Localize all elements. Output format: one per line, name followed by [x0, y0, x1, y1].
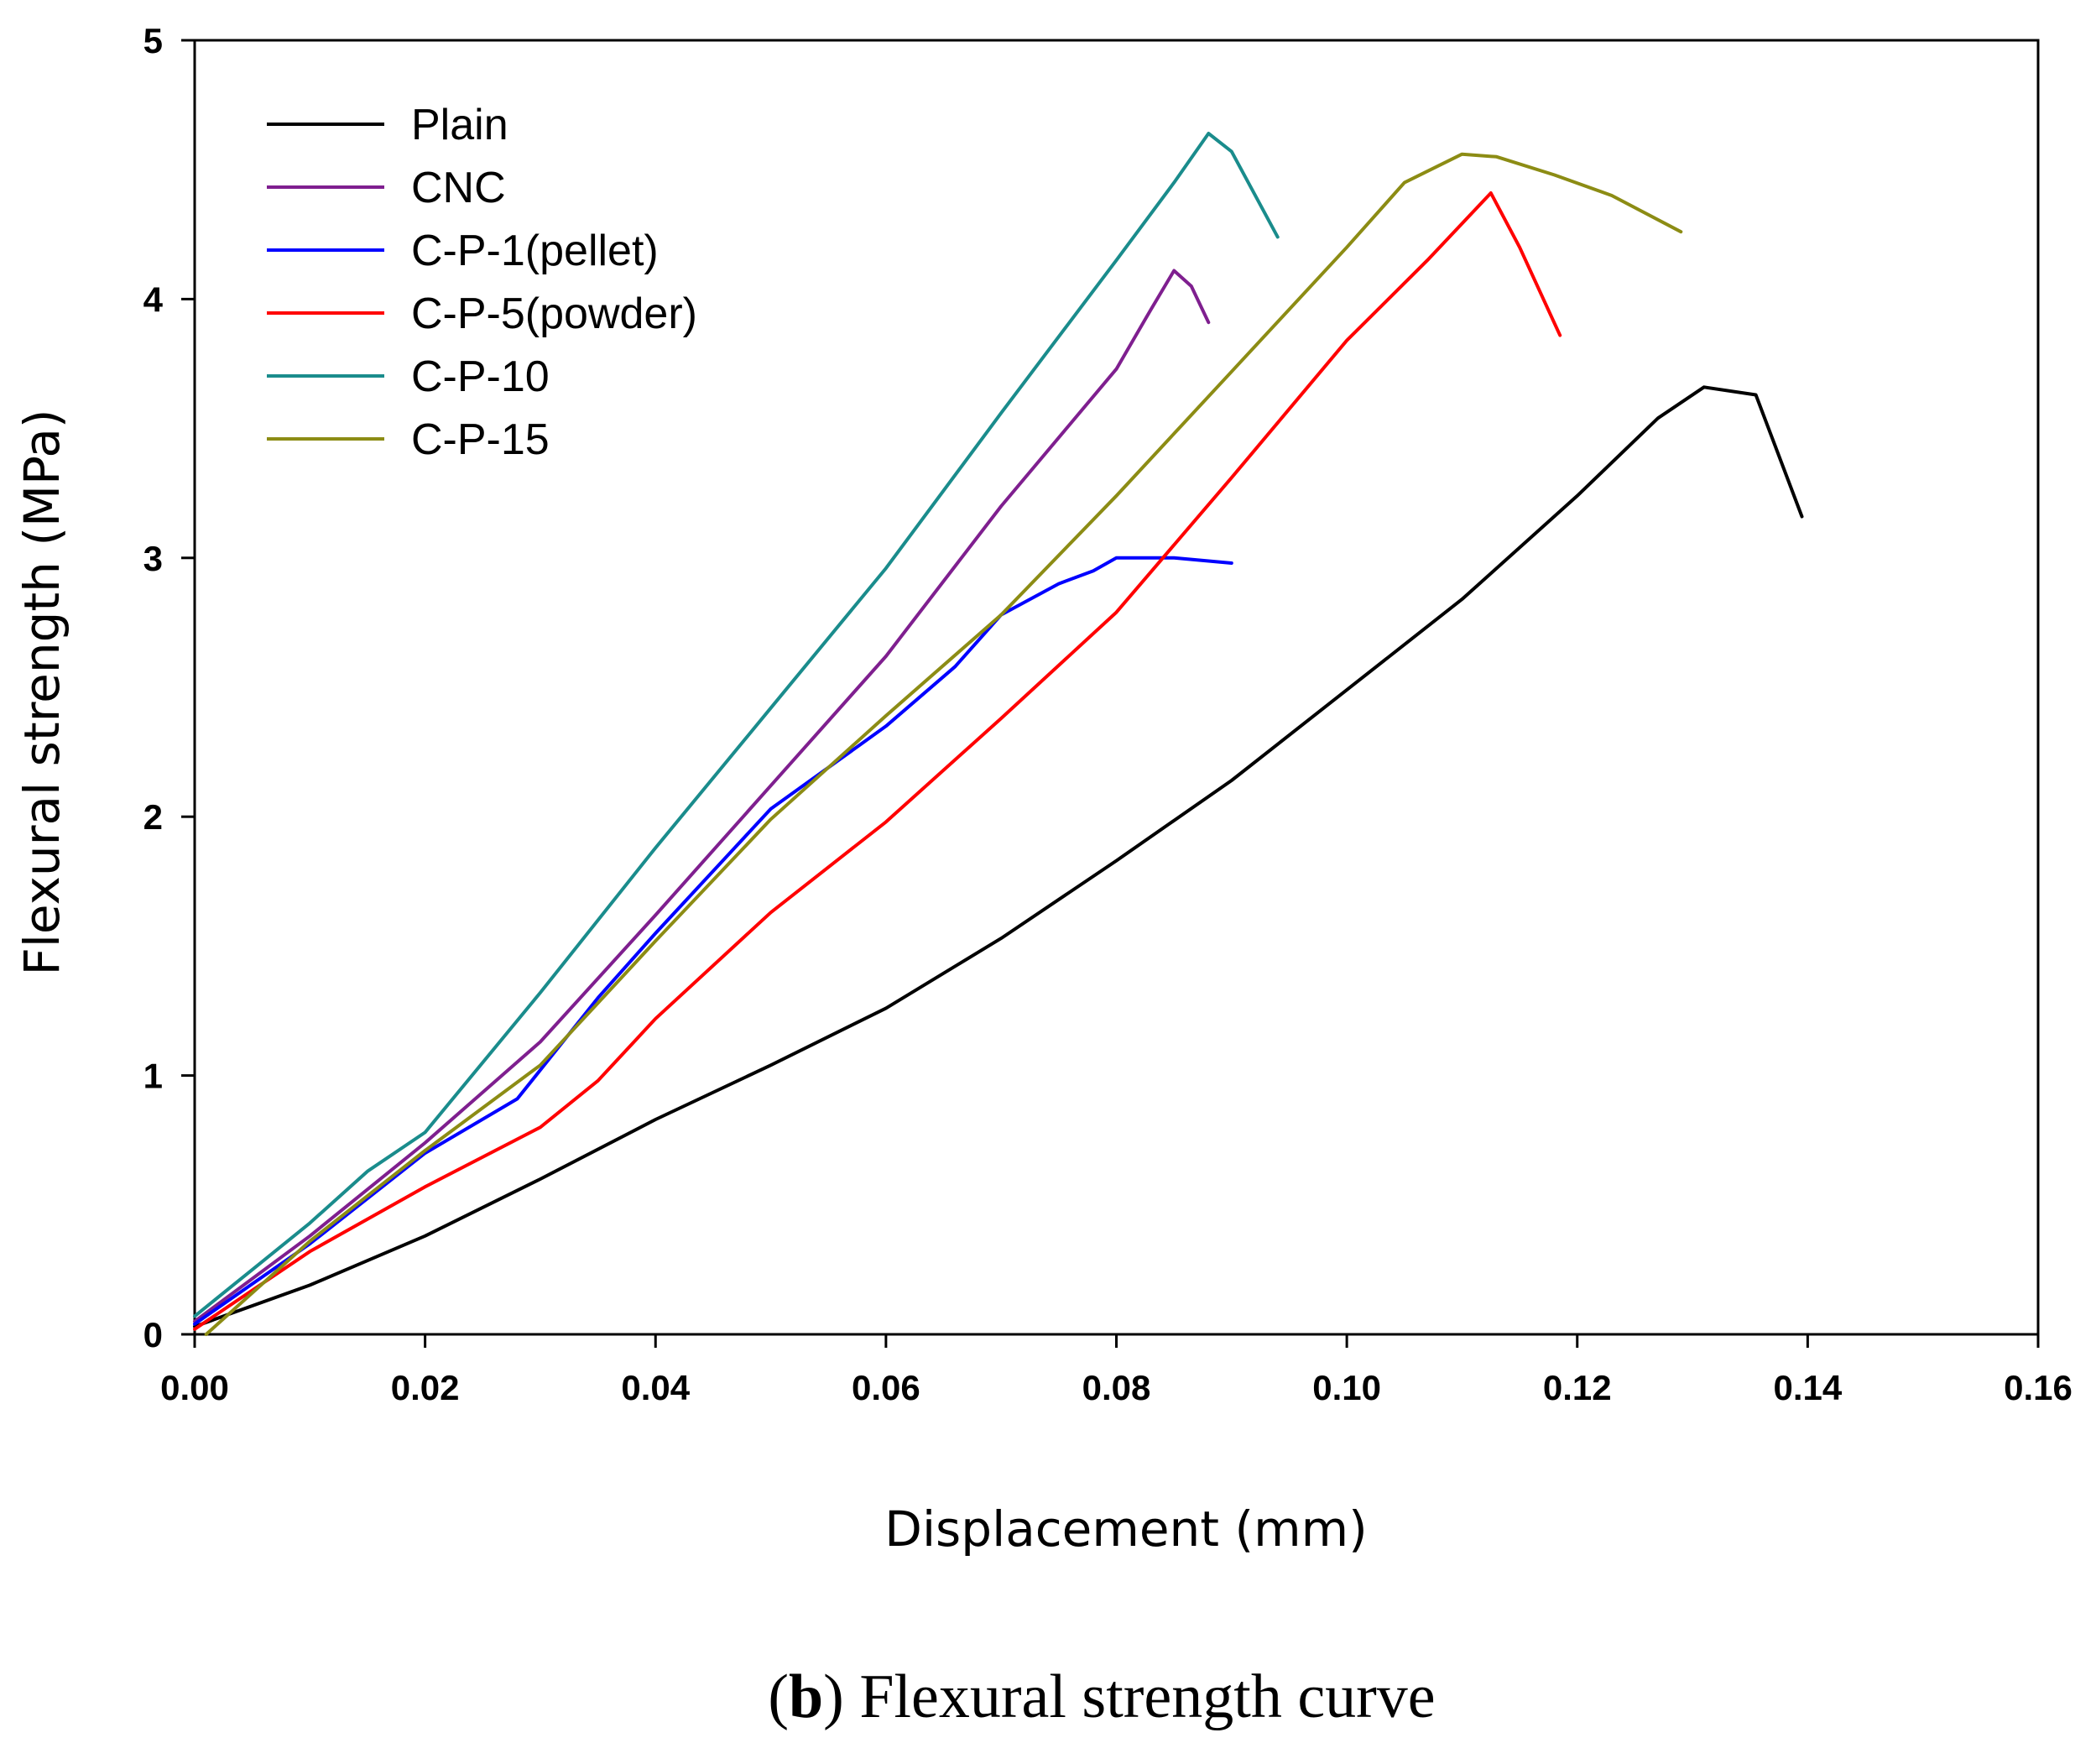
axes-group: 0.00 0.02 0.04 0.06 0.08 0.10 0.12 0.14 0.16 0 1 2 3… [143, 21, 2073, 1407]
y-tick-label: 0 [143, 1315, 163, 1354]
series-line-c-p-10 [193, 132, 1280, 1318]
x-tick-label: 0.08 [1082, 1368, 1151, 1407]
legend-label: C-P-15 [411, 415, 550, 464]
caption-letter: b [789, 1662, 823, 1731]
caption-close-paren: ) [823, 1662, 844, 1731]
y-tick-label: 2 [143, 797, 163, 837]
legend-label: C-P-1(pellet) [411, 227, 659, 275]
legend-label: C-P-10 [411, 352, 550, 401]
x-tick-label: 0.14 [1774, 1368, 1843, 1407]
series-line-c-p-1-pellet [193, 556, 1233, 1326]
x-tick-label: 0.02 [391, 1368, 460, 1407]
y-axis-title: Flexural strength (MPa) [13, 409, 70, 975]
legend: Plain CNC C-P-1(pellet) C-P-5(powder) C-P-10… [267, 101, 697, 464]
x-axis-title: Displacement (mm) [884, 1500, 1367, 1558]
y-tick-label: 3 [143, 539, 163, 578]
caption-open-paren: ( [768, 1662, 789, 1731]
x-tick-label: 0.16 [2004, 1368, 2073, 1407]
x-tick-label: 0.12 [1543, 1368, 1612, 1407]
x-tick-label: 0.10 [1312, 1368, 1381, 1407]
series-group [193, 132, 1804, 1336]
y-tick-label: 5 [143, 21, 163, 60]
x-tick-label: 0.00 [160, 1368, 229, 1407]
legend-label: C-P-5(powder) [411, 290, 697, 338]
series-line-plain [193, 385, 1804, 1328]
x-tick-label: 0.04 [621, 1368, 690, 1407]
legend-label: Plain [411, 101, 508, 149]
x-tick-label: 0.06 [852, 1368, 920, 1407]
series-line-cnc [193, 269, 1211, 1323]
y-tick-label: 1 [143, 1057, 163, 1096]
y-tick-label: 4 [143, 279, 164, 319]
series-line-c-p-5-powder [193, 191, 1562, 1331]
legend-label: CNC [411, 164, 506, 212]
figure-caption: (b) Flexural strength curve [768, 1662, 1435, 1731]
caption-text: Flexural strength curve [844, 1662, 1436, 1731]
series-line-c-p-15 [204, 152, 1683, 1336]
